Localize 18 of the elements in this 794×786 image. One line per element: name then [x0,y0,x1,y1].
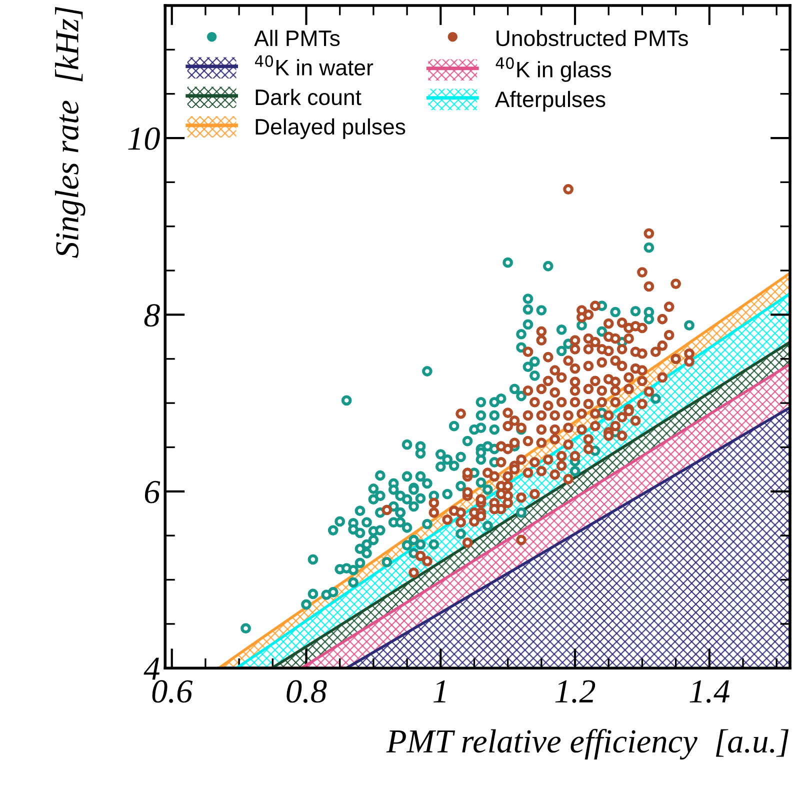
x-axis-title: PMT relative efficiency [a.u.] [386,728,789,760]
y-axis-title: Singles rate [kHz] [55,7,86,258]
legend-label: Dark count [256,88,362,106]
y-tick-label: 8 [144,304,160,327]
legend-label: Delayed pulses [256,118,406,140]
x-tick-label: 1.2 [555,680,596,703]
legend-label: Unobstructed PMTs [496,30,688,46]
y-tick-label: 6 [144,480,160,504]
legend-label: $^{40}$K in glass [496,57,612,82]
legend-label: All PMTs [254,30,340,46]
x-tick-label: 0.8 [286,680,327,703]
y-tick-label: 10 [128,127,160,150]
x-tick-label: 1.4 [690,680,730,703]
y-tick-label: 4 [144,658,160,680]
x-tick-label: 0.6 [152,680,193,703]
legend-label: $^{40}$K in water [255,55,374,76]
legend-label: Afterpulses [494,90,606,112]
x-tick-label: 1 [433,680,446,702]
